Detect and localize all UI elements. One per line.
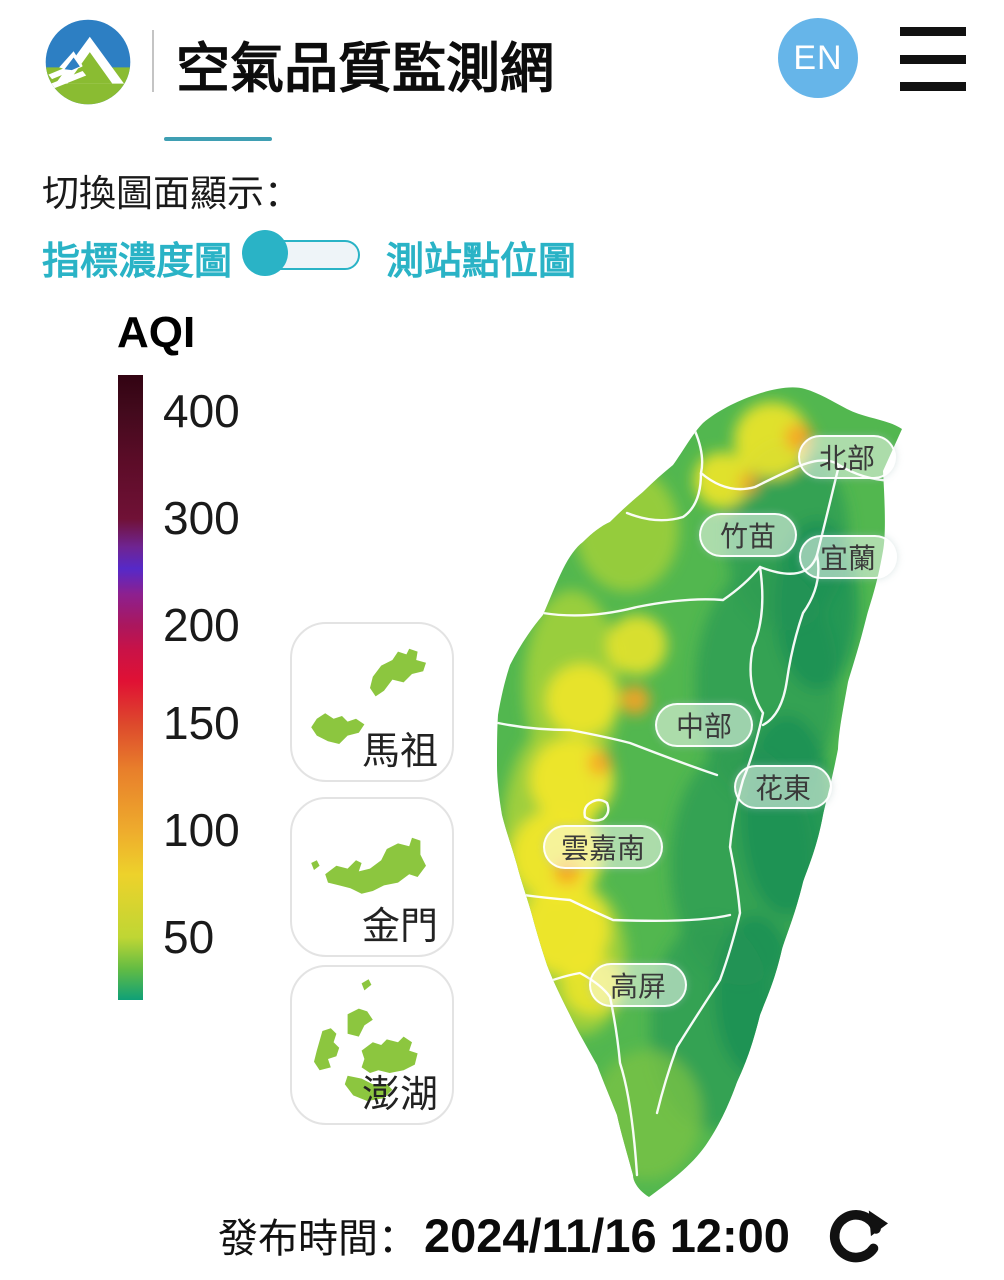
publish-time-label: 發布時間：	[218, 1216, 418, 1261]
kinmen-island-icon	[311, 837, 426, 894]
refresh-icon[interactable]	[824, 1202, 888, 1266]
active-tab-underline	[164, 137, 272, 141]
island-card-matsu[interactable]: 馬祖	[290, 622, 454, 782]
legend-tick-100: 100	[163, 804, 240, 856]
switch-view-heading: 切換圖面顯示：	[42, 173, 301, 214]
penghu-islands-icon	[314, 979, 418, 1101]
toggle-knob[interactable]	[242, 230, 288, 276]
header-divider	[152, 30, 154, 92]
hamburger-menu-icon[interactable]	[900, 27, 966, 91]
map-view-toggle[interactable]	[242, 228, 362, 278]
island-card-kinmen[interactable]: 金門	[290, 797, 454, 957]
taiwan-map-graphic	[497, 387, 902, 1197]
region-pill-yunchianan[interactable]: 雲嘉南	[543, 825, 664, 869]
region-pill-chumiao[interactable]: 竹苗	[699, 513, 797, 557]
legend-tick-200: 200	[163, 599, 240, 651]
matsu-islands-icon	[311, 648, 426, 744]
region-pill-central[interactable]: 中部	[655, 703, 753, 747]
region-pill-huadong[interactable]: 花東	[734, 765, 832, 809]
option-station-map[interactable]: 測站點位圖	[386, 241, 577, 283]
island-label: 馬祖	[361, 731, 438, 774]
region-pill-kaoping[interactable]: 高屏	[589, 963, 687, 1007]
legend-title: AQI	[117, 308, 196, 357]
moenv-logo-icon[interactable]	[43, 17, 133, 107]
page-title: 空氣品質監測網	[176, 39, 554, 99]
legend-tick-300: 300	[163, 492, 240, 544]
legend-tick-400: 400	[163, 385, 240, 437]
island-card-penghu[interactable]: 澎湖	[290, 965, 454, 1125]
legend-tick-150: 150	[163, 697, 240, 749]
island-label: 金門	[361, 906, 438, 949]
aqi-color-scale	[118, 375, 143, 1000]
region-pill-yilan[interactable]: 宜蘭	[799, 535, 897, 579]
island-label: 澎湖	[361, 1074, 438, 1117]
publish-time: 發布時間： 2024/11/16 12:00	[218, 1202, 790, 1268]
language-en-button[interactable]: EN	[778, 18, 858, 98]
option-concentration-map[interactable]: 指標濃度圖	[42, 241, 233, 283]
taiwan-aqi-map[interactable]: 北部 竹苗 宜蘭 中部 花東 雲嘉南 高屏	[487, 385, 907, 1205]
publish-timestamp: 2024/11/16 12:00	[424, 1208, 790, 1262]
region-pill-north[interactable]: 北部	[798, 435, 896, 479]
legend-tick-50: 50	[163, 911, 215, 963]
